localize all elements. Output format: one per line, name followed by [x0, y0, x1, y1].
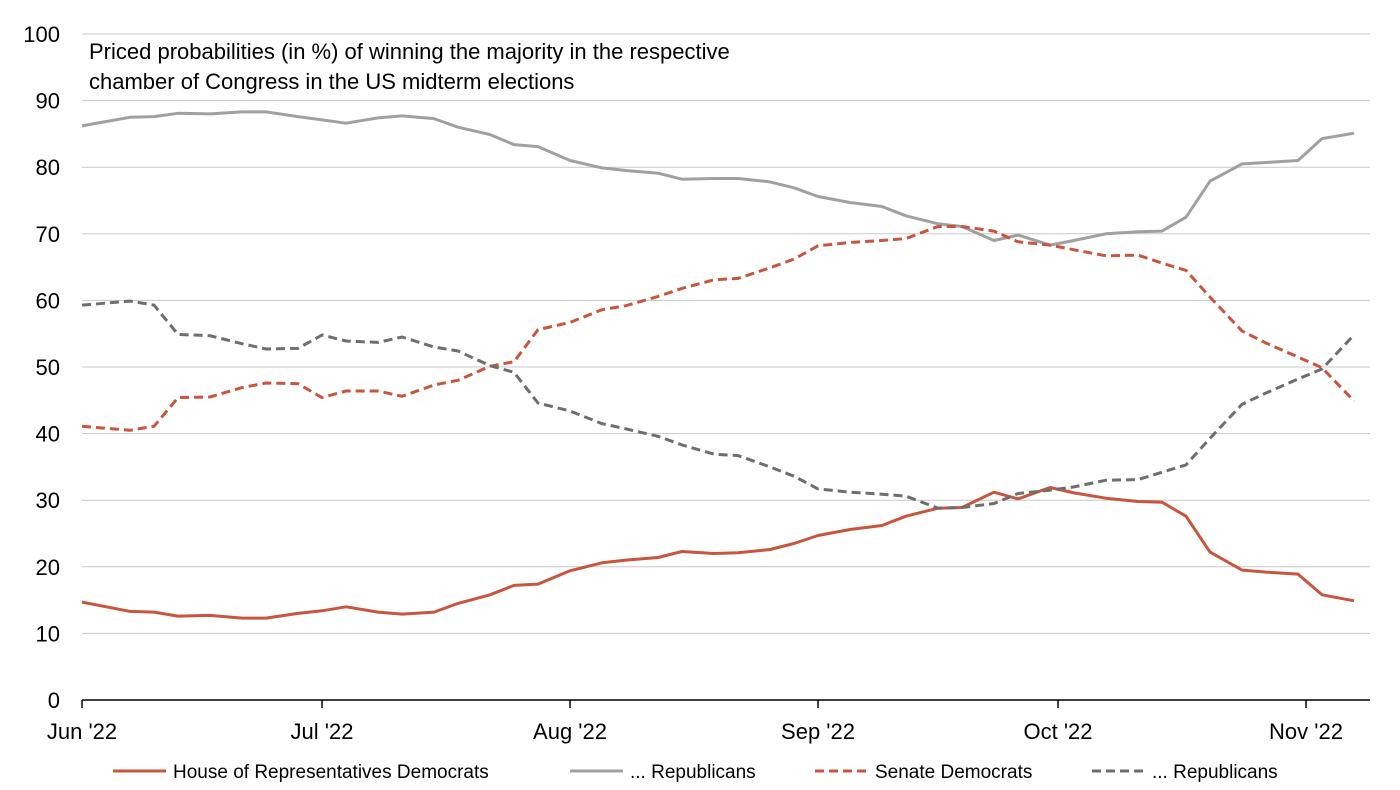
- x-tick-label: Oct '22: [1023, 719, 1092, 744]
- x-tick-label: Aug '22: [533, 719, 607, 744]
- y-tick-label: 80: [36, 155, 60, 180]
- legend-label: Senate Democrats: [875, 762, 1032, 783]
- y-tick-label: 60: [36, 288, 60, 313]
- x-tick-label: Jul '22: [291, 719, 354, 744]
- series-line-1: [81, 486, 1355, 620]
- y-tick-label: 10: [36, 621, 60, 646]
- chart-title-line-2: chamber of Congress in the US midterm el…: [89, 69, 574, 94]
- y-tick-label: 30: [36, 488, 60, 513]
- gridlines: [82, 33, 1370, 634]
- x-axis-ticks: Jun '22 Jul '22 Aug '22 Sep '22 Oct '22 Nov '…: [47, 700, 1343, 744]
- y-tick-label: 50: [36, 355, 60, 380]
- legend-label: ... Republicans: [630, 762, 756, 783]
- legend-label: ... Republicans: [1152, 762, 1278, 783]
- y-tick-label: 20: [36, 555, 60, 580]
- legend: House of Representatives Democrats ... Re…: [113, 762, 1278, 783]
- series-line-4: [81, 299, 1356, 510]
- x-tick-label: Nov '22: [1269, 719, 1343, 744]
- x-tick-label: Jun '22: [47, 719, 117, 744]
- y-tick-label: 0: [48, 688, 60, 713]
- y-tick-label: 100: [23, 22, 60, 47]
- legend-label: House of Representatives Democrats: [173, 762, 489, 783]
- x-tick-label: Sep '22: [781, 719, 855, 744]
- y-tick-label: 90: [36, 89, 60, 114]
- chart-title: Priced probabilities (in %) of winning t…: [89, 39, 730, 94]
- y-tick-label: 70: [36, 222, 60, 247]
- y-axis-ticks: 0 10 20 30 40 50 60 70 80 90 100: [23, 22, 60, 713]
- series-line-3: [81, 225, 1356, 432]
- chart-title-line-1: Priced probabilities (in %) of winning t…: [89, 39, 730, 64]
- series-line-2: [81, 110, 1355, 247]
- y-tick-label: 40: [36, 422, 60, 447]
- series-layer: [81, 110, 1356, 620]
